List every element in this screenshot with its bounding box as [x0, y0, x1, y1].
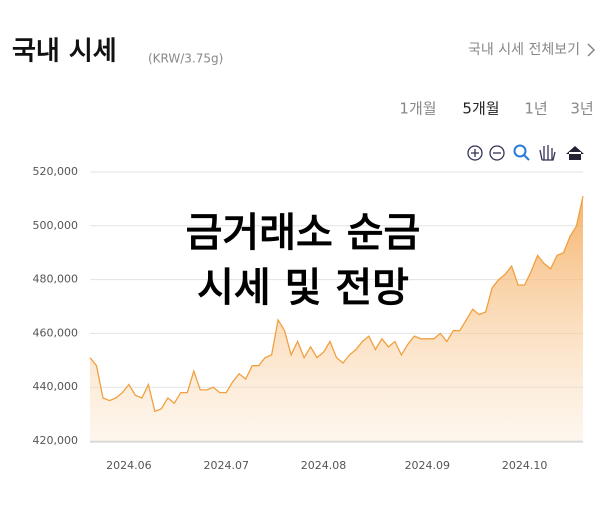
- y-tick-label: 420,000: [33, 434, 79, 447]
- pan-button[interactable]: [539, 145, 556, 161]
- reset-button[interactable]: [566, 146, 584, 160]
- y-tick-label: 460,000: [33, 326, 79, 339]
- chevron[interactable]: [587, 43, 596, 57]
- x-tick-label: 2024.08: [301, 459, 347, 472]
- view-all-link[interactable]: 국내 시세 전체보기: [468, 42, 580, 58]
- area-fill: [90, 196, 583, 441]
- unit: (KRW/3.75g): [148, 52, 223, 66]
- title: 국내 시세: [12, 37, 117, 67]
- period-tab[interactable]: 3년: [570, 100, 593, 118]
- x-tick-label: 2024.09: [405, 459, 451, 472]
- y-tick-label: 500,000: [33, 219, 79, 232]
- zoom-in-button[interactable]: [467, 145, 483, 161]
- price-line: [89, 196, 584, 413]
- y-tick-label: 480,000: [33, 273, 79, 286]
- toolbar: [467, 144, 584, 161]
- period-tab[interactable]: 1년: [524, 100, 547, 118]
- zoom-select-button[interactable]: [513, 144, 530, 161]
- overlay-text: 시세 및 전망: [197, 265, 409, 311]
- x-tick-label: 2024.06: [106, 459, 152, 472]
- period-tab[interactable]: 5개월: [462, 100, 499, 118]
- y-tick-label: 520,000: [33, 165, 79, 178]
- overlay-text: 금거래소 순금: [186, 210, 421, 256]
- x-tick-label: 2024.07: [203, 459, 249, 472]
- x-tick-label: 2024.10: [502, 459, 548, 472]
- y-tick-label: 440,000: [33, 380, 79, 393]
- zoom-out-button[interactable]: [489, 145, 505, 161]
- period-tab[interactable]: 1개월: [399, 100, 436, 118]
